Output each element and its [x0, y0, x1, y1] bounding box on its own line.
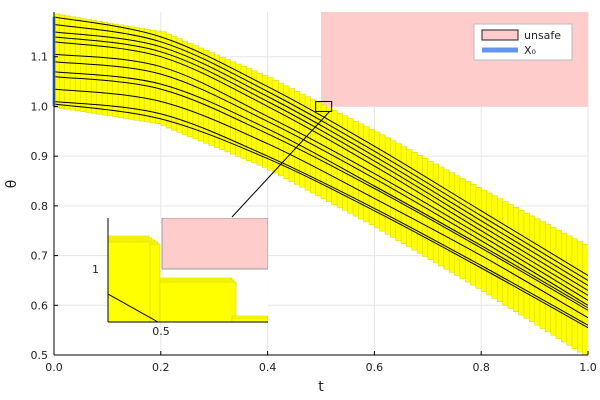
y-axis-label: θ	[4, 180, 20, 189]
trajectory-line	[54, 71, 588, 309]
trajectory-line	[54, 76, 588, 311]
x-tick-label: 0.0	[45, 361, 63, 374]
x-axis-label: t	[318, 379, 324, 395]
trajectory-line	[54, 16, 588, 276]
flowpipe-box	[529, 215, 536, 323]
flowpipe-box	[555, 229, 562, 339]
flowpipe-box	[545, 224, 552, 333]
y-tick-label: 1.0	[31, 100, 49, 113]
flowpipe-box	[96, 21, 103, 115]
zoom-box	[315, 100, 333, 112]
trajectory-line	[54, 23, 588, 281]
y-tick-label: 0.8	[31, 200, 49, 213]
trajectories	[54, 16, 588, 329]
x-tick-label: 0.2	[152, 361, 170, 374]
y-tick-label: 1.1	[31, 51, 49, 64]
flowpipe-box	[165, 33, 173, 129]
inset-x-tick-label: 0.5	[152, 325, 170, 338]
inset-flowpipe-box	[149, 243, 161, 322]
legend-x0-label: X₀	[524, 44, 537, 57]
inset-y-tick-label: 1	[92, 263, 99, 276]
inset-flowpipe-box	[159, 281, 237, 322]
flowpipe-box	[507, 204, 514, 309]
flowpipe-box	[502, 201, 509, 306]
legend: unsafe X₀	[473, 23, 573, 61]
flowpipe-box	[512, 207, 520, 313]
y-tick-label: 0.7	[31, 250, 49, 263]
x-tick-label: 1.0	[579, 361, 597, 374]
trajectory-line	[54, 36, 588, 291]
trajectory-line	[54, 88, 588, 319]
flowpipe-box	[534, 218, 541, 326]
trajectory-line	[54, 61, 588, 306]
zoom-indicator	[231, 100, 333, 218]
x-tick-label: 0.6	[366, 361, 384, 374]
flowpipe-box	[582, 244, 588, 355]
y-tick-label: 0.9	[31, 150, 49, 163]
inset-content	[108, 218, 268, 322]
trajectory-line	[54, 53, 588, 301]
flowpipe-box	[59, 14, 66, 109]
legend-unsafe-swatch	[481, 29, 519, 41]
flowpipe-box	[539, 221, 546, 329]
trajectory-line	[54, 103, 588, 329]
flowpipe-box	[518, 209, 525, 316]
flowpipe-box	[85, 19, 92, 113]
tick-labels: 0.0 0.2 0.4 0.6 0.8 1.0 0.5 0.6 0.7 0.8 0.9 1.0 1.1	[31, 51, 597, 374]
inset-plot: 0.51	[92, 218, 268, 338]
y-tick-label: 0.6	[31, 299, 49, 312]
legend-unsafe-label: unsafe	[524, 29, 561, 42]
trajectory-line	[54, 31, 588, 286]
flowpipe-box	[550, 227, 557, 336]
inset-trajectory-line	[108, 293, 159, 322]
flowpipe-box	[80, 18, 87, 112]
inset-unsafe-rect	[161, 218, 268, 270]
y-tick-label: 0.5	[31, 349, 49, 362]
axes	[53, 12, 588, 356]
flowpipe-box	[75, 17, 82, 112]
flowpipe-box	[91, 20, 98, 114]
legend-box	[473, 23, 573, 61]
flowpipe-box	[155, 30, 162, 125]
trajectory-line	[54, 101, 588, 326]
x-tick-label: 0.8	[472, 361, 490, 374]
inset-flowpipe-box	[231, 317, 268, 322]
trajectory-line	[54, 41, 588, 296]
x-tick-label: 0.4	[259, 361, 277, 374]
flowpipe-box	[523, 212, 530, 319]
flowpipe-box	[160, 31, 167, 127]
zoom-connector	[231, 111, 331, 218]
